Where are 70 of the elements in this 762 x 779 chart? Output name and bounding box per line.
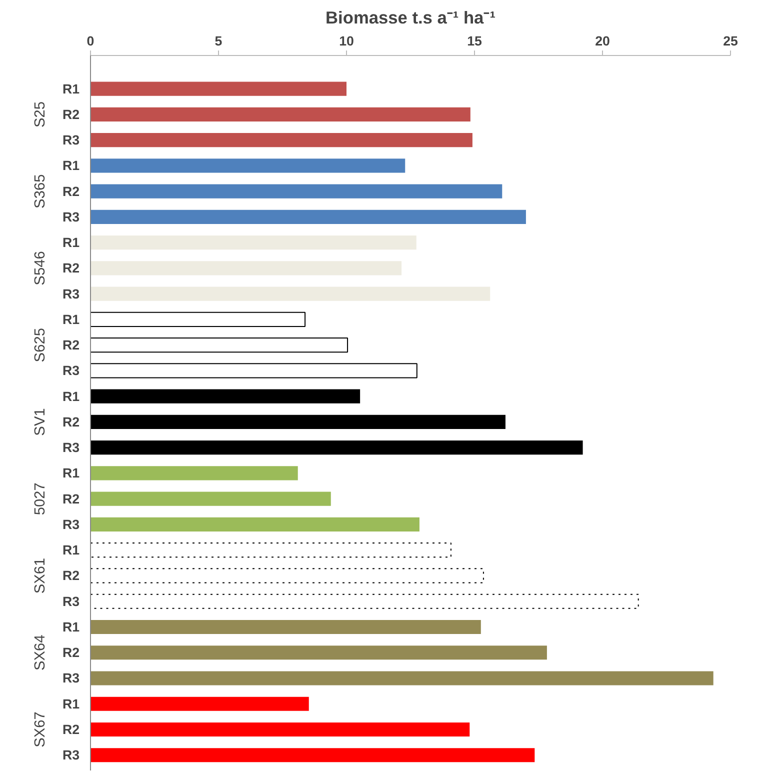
bar bbox=[90, 466, 298, 480]
y-tick-label: R1 bbox=[62, 312, 80, 327]
bar bbox=[90, 748, 535, 762]
y-tick-label: R3 bbox=[62, 209, 80, 224]
y-tick-label: R2 bbox=[62, 568, 80, 584]
text: S365 bbox=[32, 174, 48, 208]
text: SV1 bbox=[32, 408, 48, 436]
bar bbox=[90, 236, 416, 250]
y-tick-label: R3 bbox=[62, 594, 80, 609]
y-tick-label: R2 bbox=[62, 260, 80, 276]
y-tick-label: R3 bbox=[62, 132, 80, 148]
y-tick-label: R3 bbox=[62, 670, 80, 686]
y-tick-label: R1 bbox=[62, 388, 80, 404]
text: S625 bbox=[32, 328, 48, 362]
y-tick-label: R1 bbox=[62, 696, 80, 712]
y-tick-label: R2 bbox=[62, 491, 80, 506]
bar bbox=[90, 312, 306, 328]
y-tick-label: R1 bbox=[62, 619, 80, 634]
x-tick-label: 10 bbox=[339, 34, 354, 48]
y-tick-label: R2 bbox=[62, 645, 80, 660]
bar bbox=[90, 363, 418, 378]
text: 5027 bbox=[32, 482, 48, 516]
y-tick-label: R2 bbox=[62, 338, 80, 353]
bar bbox=[90, 158, 406, 173]
bar bbox=[90, 594, 639, 609]
bar bbox=[90, 261, 402, 276]
bar bbox=[90, 620, 481, 634]
chart-title: Biomasse t.s a⁻¹ ha⁻¹ bbox=[326, 8, 496, 28]
bar bbox=[90, 440, 583, 455]
y-tick-label: R2 bbox=[62, 722, 80, 737]
bar bbox=[90, 389, 360, 404]
bar bbox=[90, 286, 490, 301]
y-tick-label: R3 bbox=[62, 440, 80, 456]
text: SX64 bbox=[32, 634, 48, 671]
y-tick-label: R2 bbox=[62, 184, 80, 199]
bar bbox=[90, 414, 506, 430]
x-tick-label: 25 bbox=[723, 34, 738, 48]
bar bbox=[90, 492, 331, 506]
text: S546 bbox=[32, 251, 48, 286]
bar bbox=[90, 133, 472, 148]
x-tick-label: 15 bbox=[467, 34, 482, 48]
y-tick-label: R3 bbox=[62, 363, 80, 378]
bar bbox=[90, 568, 484, 584]
bar bbox=[90, 338, 348, 353]
y-tick-label: R3 bbox=[62, 748, 80, 763]
x-tick-label: 20 bbox=[595, 34, 610, 48]
y-tick-label: R2 bbox=[62, 414, 80, 430]
text: SX67 bbox=[32, 712, 48, 748]
y-tick-label: R3 bbox=[62, 516, 80, 532]
bar bbox=[90, 671, 714, 686]
bar bbox=[90, 184, 502, 198]
y-tick-label: R1 bbox=[62, 542, 80, 558]
y-tick-label: R1 bbox=[62, 466, 80, 481]
y-tick-label: R3 bbox=[62, 286, 80, 302]
bar bbox=[90, 722, 470, 737]
bar bbox=[90, 210, 526, 224]
bar bbox=[90, 696, 309, 711]
y-tick-label: R1 bbox=[62, 235, 80, 250]
x-tick-label: 0 bbox=[86, 34, 94, 48]
text: S25 bbox=[32, 101, 48, 128]
y-tick-label: R1 bbox=[62, 81, 80, 96]
bar bbox=[90, 107, 470, 122]
text: SX61 bbox=[32, 558, 48, 594]
bar bbox=[90, 82, 346, 96]
bar bbox=[90, 517, 420, 532]
bar bbox=[90, 646, 547, 660]
y-tick-label: R2 bbox=[62, 106, 80, 122]
y-tick-label: R1 bbox=[62, 158, 80, 174]
bar bbox=[90, 542, 452, 558]
x-tick-label: 5 bbox=[214, 34, 223, 48]
